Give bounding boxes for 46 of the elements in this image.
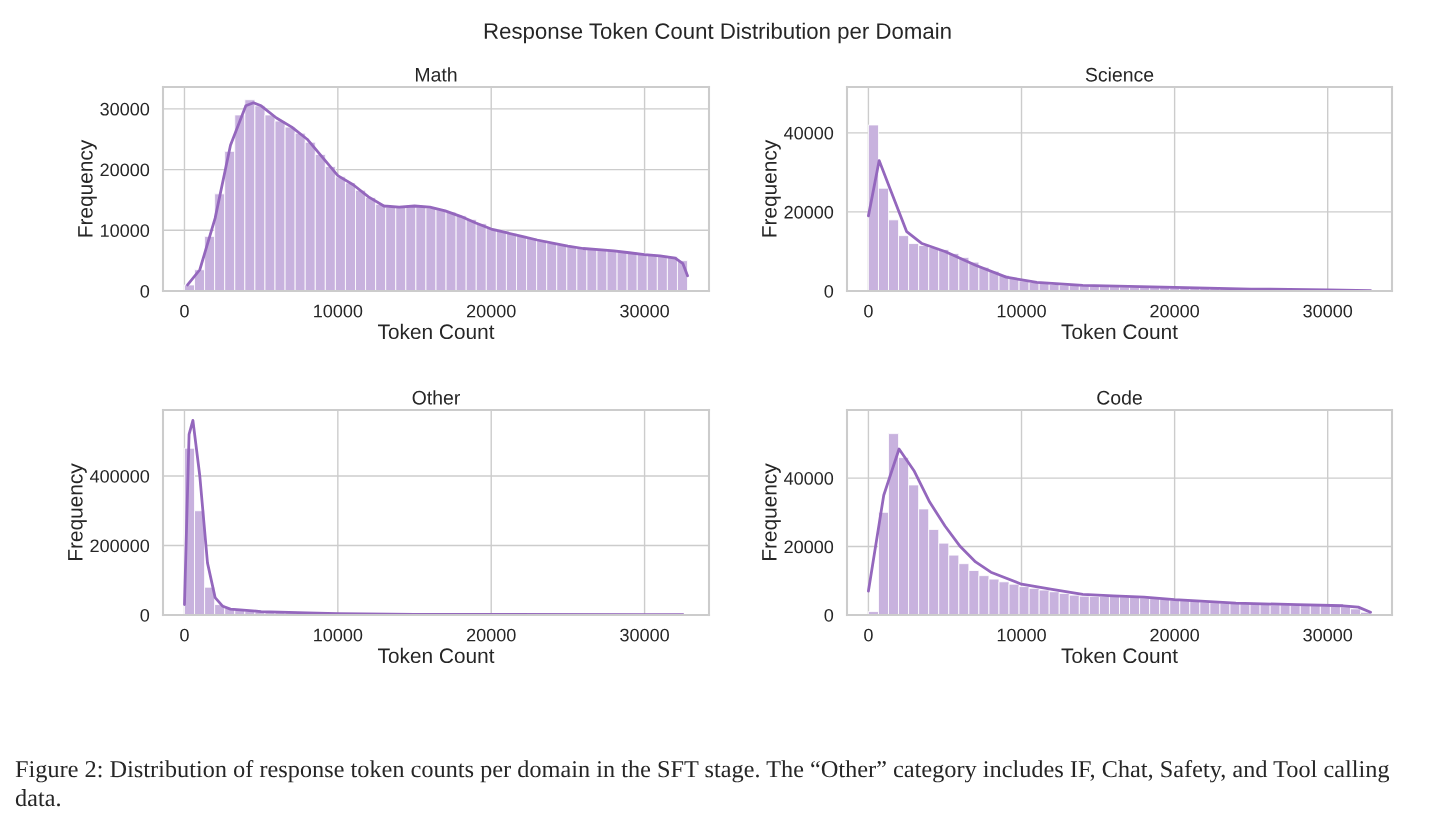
y-tick-label: 20000 [100, 163, 150, 177]
line-series [867, 159, 1372, 291]
x-tick-label: 0 [864, 304, 873, 318]
x-tick-label: 0 [180, 628, 189, 642]
y-tick-label: 20000 [784, 205, 834, 219]
chart-title: Science [1085, 67, 1154, 82]
y-tick-label: 0 [824, 608, 834, 622]
line-series [867, 447, 1372, 614]
text: Response Token Count Distribution per Domain [484, 22, 951, 44]
chart-title: Math [415, 67, 457, 82]
y-axis-title: Frequency [762, 463, 781, 560]
line-series [183, 419, 685, 615]
x-tick-label: 20000 [1150, 628, 1200, 642]
x-tick-label: 0 [180, 304, 189, 318]
x-tick-label: 30000 [620, 628, 669, 642]
y-tick-label: 200000 [90, 539, 150, 553]
x-axis-title: Token Count [1061, 323, 1178, 340]
y-axis-title: Frequency [762, 139, 781, 237]
y-tick-label: 0 [140, 608, 150, 622]
y-tick-label: 40000 [784, 126, 834, 140]
x-axis-title: Token Count [377, 323, 495, 340]
x-tick-label: 10000 [997, 304, 1046, 318]
x-tick-label: 30000 [1303, 304, 1353, 318]
y-axis-title: Frequency [68, 463, 87, 560]
x-tick-label: 20000 [467, 304, 516, 318]
x-tick-label: 10000 [997, 628, 1046, 642]
chart-title: Code [1097, 390, 1142, 405]
x-tick-label: 0 [864, 628, 873, 642]
x-tick-label: 10000 [314, 304, 363, 318]
x-tick-label: 10000 [314, 628, 363, 642]
y-tick-label: 0 [140, 284, 150, 298]
y-tick-label: 30000 [100, 102, 150, 116]
x-axis-title: Token Count [377, 647, 495, 664]
y-tick-label: 10000 [100, 224, 150, 238]
x-tick-label: 20000 [467, 628, 516, 642]
x-tick-label: 20000 [1150, 304, 1200, 318]
y-tick-label: 40000 [784, 472, 834, 485]
y-tick-label: 0 [824, 284, 834, 298]
x-tick-label: 30000 [1303, 628, 1353, 642]
y-tick-label: 20000 [784, 540, 834, 554]
chart-title: Other [412, 390, 460, 405]
x-tick-label: 30000 [620, 304, 669, 318]
caption: Figure 2: Distribution of response token counts per domain in the SFT stage. The “Other” category includes IF, Chat, Safety, and Tool calling data. [15, 760, 1390, 807]
y-tick-label: 400000 [89, 469, 150, 483]
y-axis-title: Frequency [78, 139, 97, 237]
x-axis-title: Token Count [1061, 647, 1178, 664]
